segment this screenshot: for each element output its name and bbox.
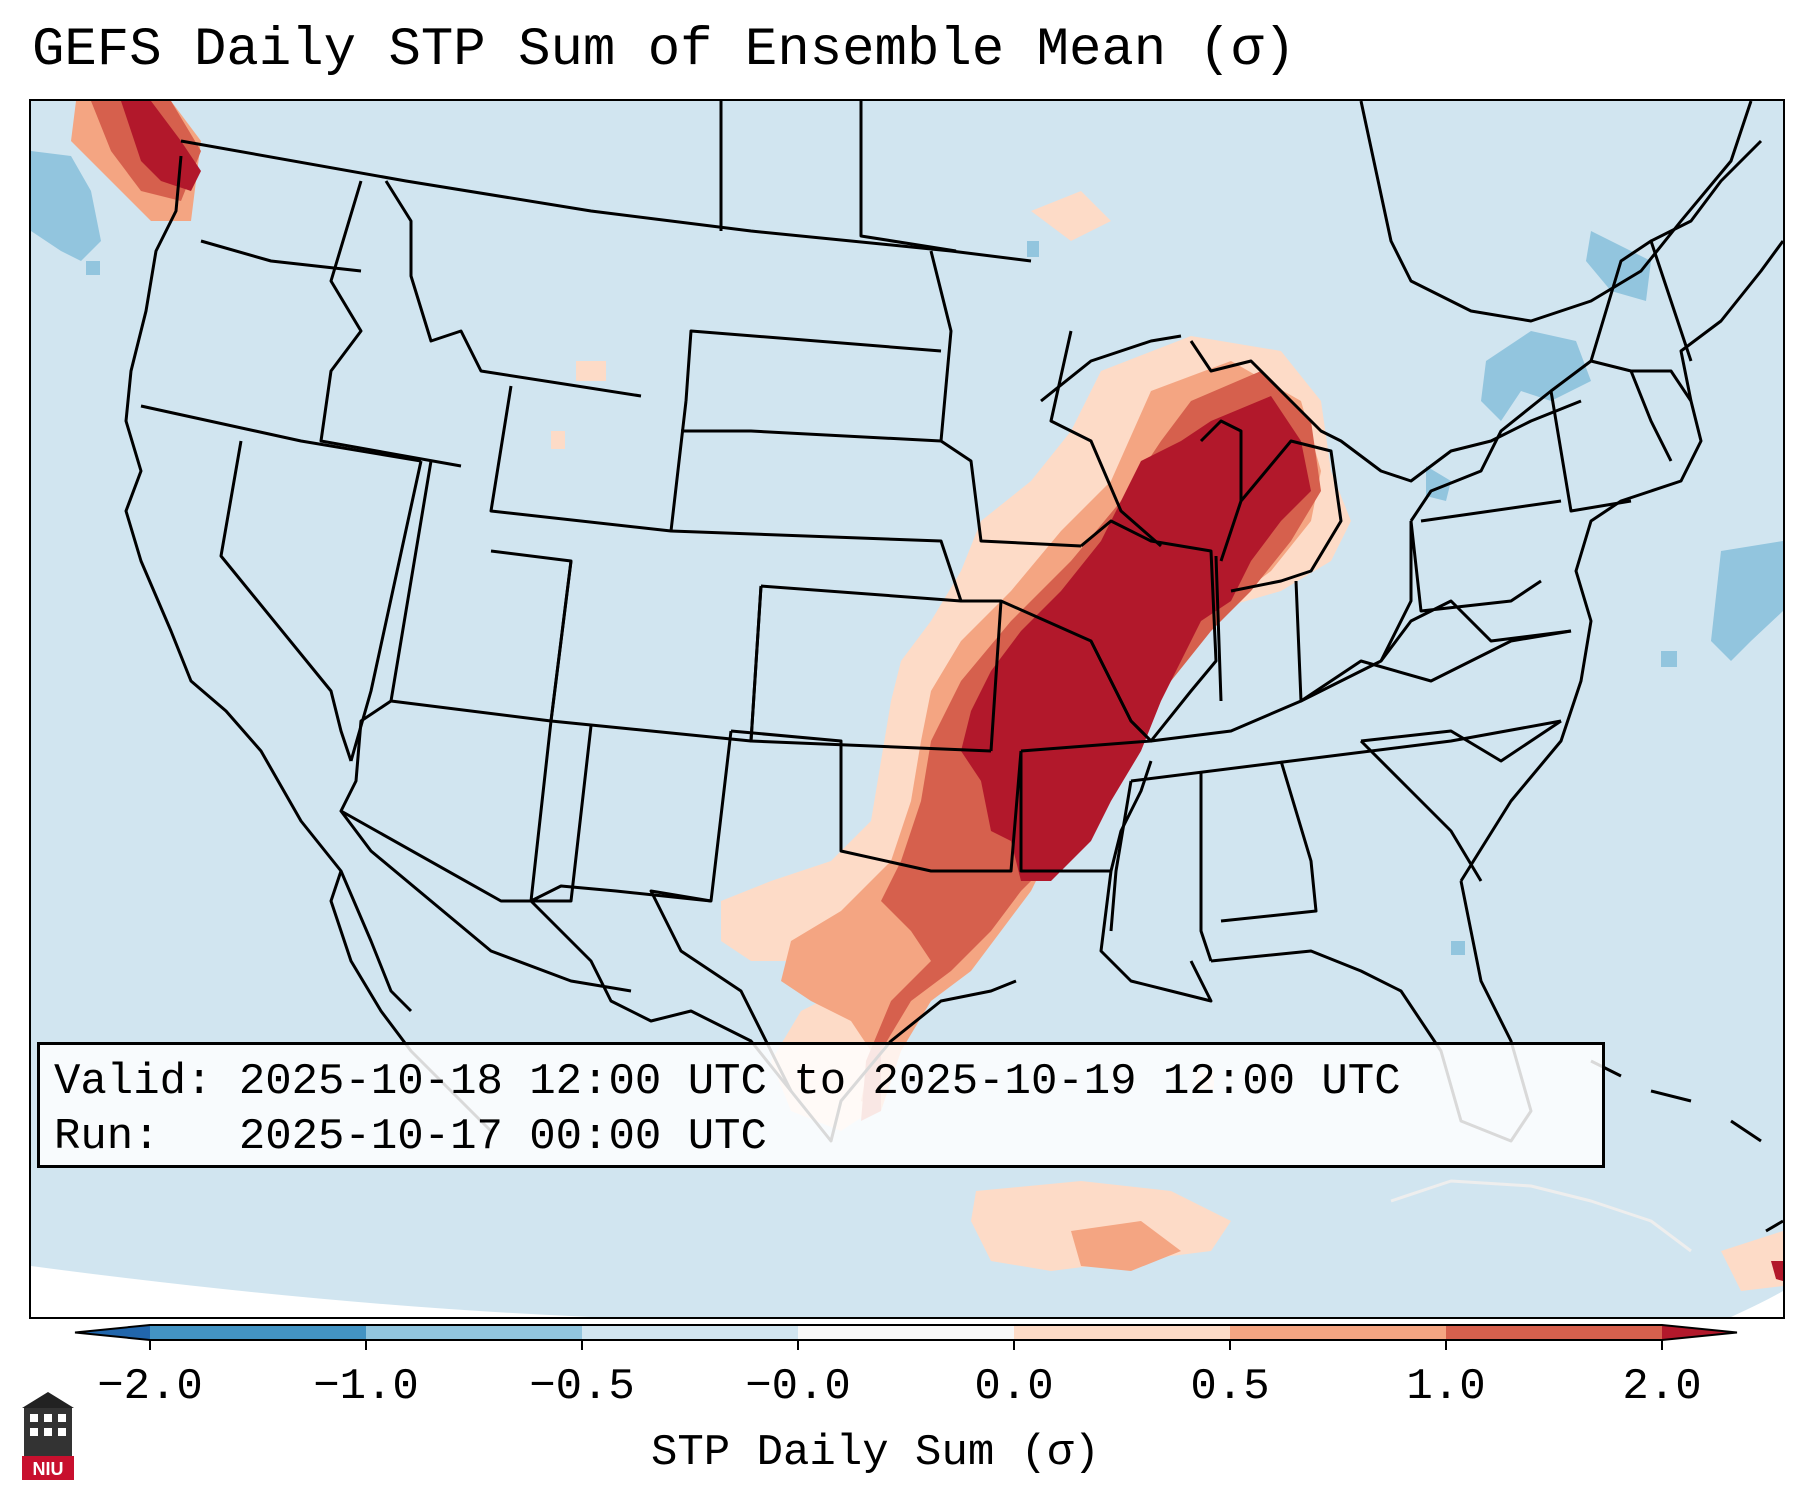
chart-title: GEFS Daily STP Sum of Ensemble Mean (σ) <box>32 20 1296 81</box>
positive-anomaly-shading <box>71 101 1783 1291</box>
colorbar-segment <box>366 1325 582 1340</box>
logo-window <box>30 1428 38 1436</box>
canada-border-west <box>180 139 1032 263</box>
low-anomaly-dot <box>551 431 565 449</box>
new-mexico-border <box>529 720 733 903</box>
east-coast <box>1459 240 1783 882</box>
colorbar-tick-label: 0.0 <box>974 1362 1054 1412</box>
negative-patch-atlantic-dot <box>1661 651 1677 667</box>
low-anomaly-band <box>1031 191 1111 241</box>
stp-map <box>31 101 1783 1317</box>
logo-window <box>44 1414 52 1422</box>
logo-banner <box>22 1456 74 1480</box>
colorbar-tick-label: −2.0 <box>97 1362 203 1412</box>
colorbar-segments <box>74 1324 1738 1341</box>
low-anomaly-dot <box>576 361 606 381</box>
idaho-border <box>319 180 462 468</box>
new-york-border <box>1409 359 1673 522</box>
negative-patch-pacific-nw-dot <box>86 261 100 275</box>
run-info-box: Valid: 2025-10-18 12:00 UTC to 2025-10-1… <box>37 1042 1605 1168</box>
wa-or-border <box>200 239 362 273</box>
negative-patch-dakota <box>1027 241 1039 257</box>
colorbar-segment <box>1014 1325 1230 1340</box>
negative-patch-pacific-nw <box>31 151 101 261</box>
great-lakes-shore <box>1040 334 1582 483</box>
valid-time-text: Valid: 2025-10-18 12:00 UTC to 2025-10-1… <box>54 1057 1401 1107</box>
logo-text: NIU <box>33 1459 64 1479</box>
colorbar-segment <box>150 1325 366 1340</box>
state-borders <box>124 101 1783 1253</box>
arkansas-louisiana-border <box>1019 751 1213 1003</box>
low-anomaly-band <box>1721 1231 1783 1291</box>
oklahoma-texas-border <box>730 729 1023 873</box>
colorbar-segment <box>582 1325 798 1340</box>
mississippi-alabama-border <box>1109 760 1318 962</box>
colorbar-ticks <box>149 1340 1663 1350</box>
negative-anomaly-shading <box>31 151 1783 955</box>
projection-edge <box>31 1266 591 1317</box>
colorbar-segment <box>1662 1325 1737 1340</box>
projection-edge <box>1731 1291 1783 1317</box>
cuba-outline <box>1390 1179 1692 1253</box>
logo-window <box>58 1428 66 1436</box>
minnesota-iowa-border <box>929 250 1082 548</box>
logo-window <box>44 1428 52 1436</box>
caribbean-islands <box>1590 1059 1783 1233</box>
wisconsin-border <box>1049 330 1162 548</box>
wyoming-border <box>489 385 688 533</box>
colorbar-tick-label: −1.0 <box>313 1362 419 1412</box>
indiana-ohio-border <box>1214 521 1413 703</box>
colorbar-tick-label: 0.5 <box>1190 1362 1270 1412</box>
nevada-border <box>349 460 423 762</box>
colorbar-tick-label: −0.5 <box>529 1362 635 1412</box>
colorbar-segment <box>75 1325 150 1340</box>
dakota-border <box>681 101 957 443</box>
logo-tower-roof <box>22 1392 74 1408</box>
colorbar-tick-label: 1.0 <box>1406 1362 1486 1412</box>
logo-window <box>30 1414 38 1422</box>
negative-patch-ohio <box>1426 466 1451 501</box>
colorbar-segment <box>798 1325 1014 1340</box>
negative-patch-new-england <box>1481 331 1591 421</box>
montana-border <box>384 180 642 398</box>
pacific-coastline <box>124 155 413 1013</box>
nebraska-kansas-border <box>670 529 1003 753</box>
colorbar-segment <box>1446 1325 1662 1340</box>
very-high-anomaly-spot <box>1771 1261 1783 1281</box>
colorbar-tick-label: 2.0 <box>1622 1362 1702 1412</box>
or-ca-border <box>140 404 422 463</box>
colorbar-label: STP Daily Sum (σ) <box>651 1428 1100 1478</box>
colorbar-segment <box>1230 1325 1446 1340</box>
negative-patch-atlantic <box>1711 541 1783 661</box>
logo-window <box>58 1414 66 1422</box>
map-panel <box>29 99 1785 1319</box>
canada-hudson <box>1359 101 1753 323</box>
colorbar-tick-label: −0.0 <box>745 1362 851 1412</box>
negative-patch-carolina <box>1451 941 1465 955</box>
missouri-border <box>961 599 1153 753</box>
mexico-border <box>339 810 793 1092</box>
georgia-carolina-border <box>1359 719 1562 882</box>
ca-nv-border <box>219 440 353 762</box>
run-time-text: Run: 2025-10-17 00:00 UTC <box>54 1112 767 1162</box>
new-england-border <box>1589 139 1763 402</box>
michigan-outline <box>1199 419 1343 593</box>
niu-logo: NIU <box>22 1392 74 1480</box>
virginia-wv-border <box>1379 499 1572 662</box>
medium-anomaly-band <box>1071 1221 1181 1271</box>
very-high-anomaly-core <box>961 396 1311 881</box>
